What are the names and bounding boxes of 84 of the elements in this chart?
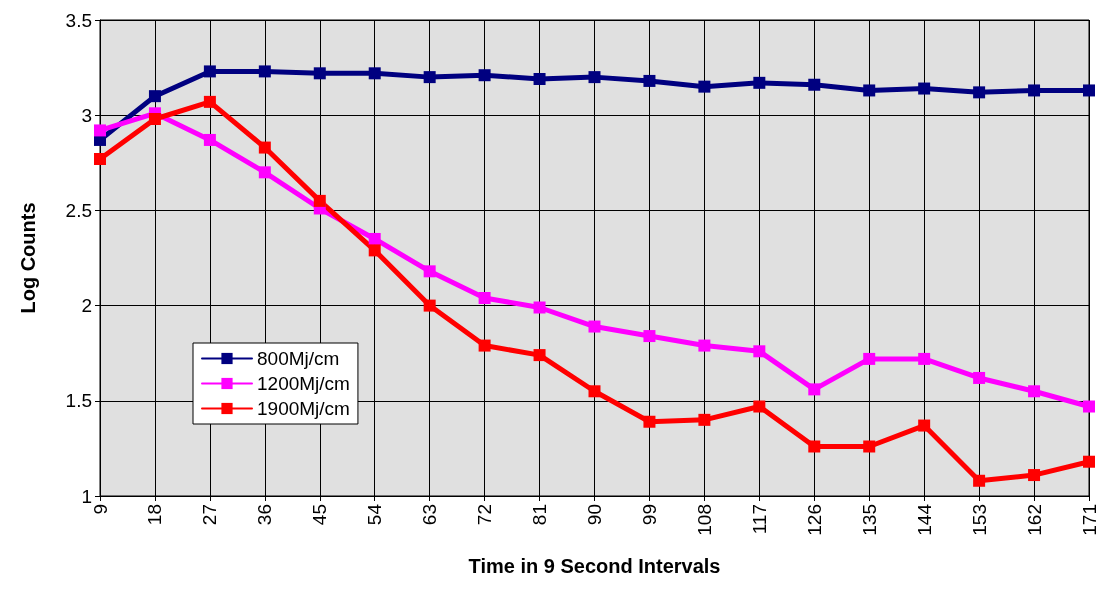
y-tick-label: 2.5 xyxy=(65,199,92,221)
point xyxy=(423,265,436,278)
point xyxy=(753,76,766,89)
legend-label: 800Mj/cm xyxy=(257,348,340,369)
y-tick-label: 3.5 xyxy=(65,9,92,31)
x-tick-label: 135 xyxy=(858,504,880,536)
x-tick-label: 36 xyxy=(254,504,276,526)
y-tick-label: 1 xyxy=(81,485,92,507)
x-tick-label: 99 xyxy=(638,504,660,526)
point xyxy=(808,440,821,453)
x-axis-title: Time in 9 Second Intervals xyxy=(468,555,721,577)
point xyxy=(588,320,601,333)
y-tick-label: 3 xyxy=(81,104,92,126)
point xyxy=(863,84,876,97)
x-tick-label: 63 xyxy=(419,504,441,526)
point xyxy=(94,152,106,165)
point xyxy=(863,440,876,453)
x-tick-label: 153 xyxy=(968,504,990,536)
x-tick-label: 81 xyxy=(529,504,551,526)
point xyxy=(973,474,986,487)
y-tick-label: 2 xyxy=(81,295,92,317)
point xyxy=(94,124,106,137)
point xyxy=(478,339,491,352)
point xyxy=(753,400,766,413)
x-tick-label: 108 xyxy=(693,504,715,536)
point xyxy=(643,330,656,343)
point xyxy=(368,67,381,80)
point xyxy=(203,95,216,108)
point xyxy=(258,141,271,154)
point xyxy=(203,65,216,78)
point xyxy=(1083,400,1095,413)
point xyxy=(1083,84,1095,97)
point xyxy=(368,232,381,245)
point xyxy=(863,352,876,365)
point xyxy=(533,73,546,86)
point xyxy=(368,244,381,257)
point xyxy=(423,71,436,84)
point xyxy=(313,194,326,207)
point xyxy=(1028,469,1041,482)
x-tick-label: 27 xyxy=(199,504,221,526)
point xyxy=(808,383,821,396)
point xyxy=(808,78,821,91)
point xyxy=(588,385,601,398)
point xyxy=(918,352,931,365)
point xyxy=(698,413,711,426)
x-tick-label: 126 xyxy=(803,504,825,536)
x-tick-label: 18 xyxy=(144,504,166,526)
x-tick-label: 117 xyxy=(748,504,770,535)
x-tick-label: 171 xyxy=(1078,504,1100,536)
point xyxy=(313,67,326,80)
x-tick-label: 45 xyxy=(309,504,331,526)
point xyxy=(698,339,711,352)
point xyxy=(643,74,656,87)
point xyxy=(1028,385,1041,398)
point xyxy=(1028,84,1041,97)
point xyxy=(478,69,491,82)
point xyxy=(918,82,931,95)
point xyxy=(533,349,546,362)
point xyxy=(1083,455,1095,468)
point xyxy=(918,419,931,432)
point xyxy=(258,65,271,78)
point xyxy=(973,371,986,384)
x-tick-label: 72 xyxy=(474,504,496,526)
legend-label: 1900Mj/cm xyxy=(257,398,350,419)
point xyxy=(973,86,986,99)
point xyxy=(698,80,711,93)
y-tick-label: 1.5 xyxy=(65,390,92,412)
point xyxy=(588,71,601,84)
x-tick-label: 9 xyxy=(89,504,111,515)
legend-label: 1200Mj/cm xyxy=(257,373,350,394)
x-tick-label: 90 xyxy=(584,504,605,526)
point xyxy=(478,291,491,304)
point xyxy=(753,345,766,358)
x-tick-label: 144 xyxy=(913,503,935,536)
point xyxy=(533,301,546,314)
x-tick-label: 162 xyxy=(1023,504,1045,536)
point xyxy=(148,90,161,103)
point xyxy=(148,113,161,126)
x-tick-label: 54 xyxy=(364,503,386,526)
point xyxy=(643,415,656,428)
point xyxy=(203,133,216,146)
point xyxy=(258,166,271,179)
point xyxy=(423,299,436,312)
y-axis-title: Log Counts xyxy=(17,202,39,314)
